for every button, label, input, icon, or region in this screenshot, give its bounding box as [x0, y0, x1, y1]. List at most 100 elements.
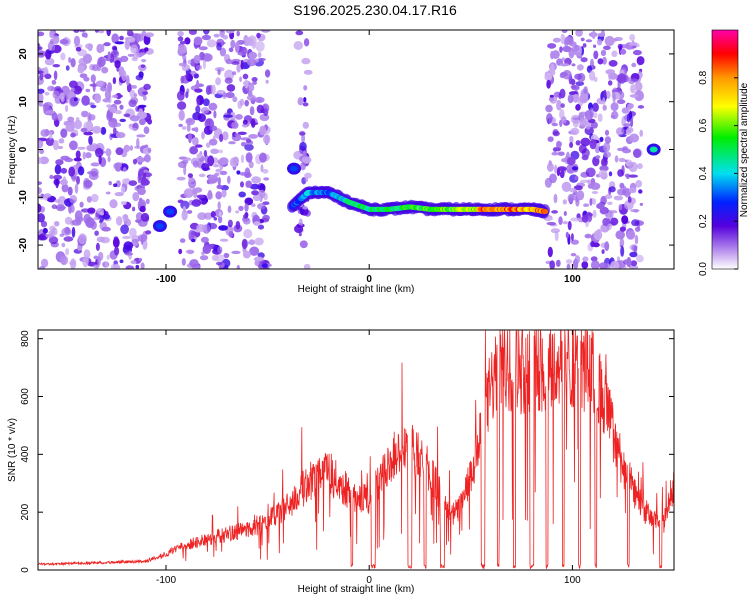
- noise-blob: [243, 229, 253, 239]
- noise-blob: [73, 35, 81, 47]
- noise-blob: [73, 119, 82, 130]
- noise-blob: [256, 104, 264, 114]
- noise-blob: [606, 90, 611, 99]
- noise-blob: [634, 234, 639, 245]
- noise-blob: [591, 30, 596, 39]
- noise-blob: [45, 233, 54, 238]
- noise-blob: [633, 148, 642, 158]
- noise-blob: [140, 179, 150, 186]
- noise-blob: [42, 102, 50, 112]
- noise-blob: [120, 55, 129, 63]
- noise-blob: [623, 123, 631, 127]
- noise-blob: [95, 80, 106, 88]
- noise-blob: [55, 159, 64, 166]
- noise-blob: [109, 199, 118, 209]
- noise-blob: [182, 126, 187, 130]
- noise-blob: [600, 223, 610, 233]
- noise-blob: [611, 50, 618, 58]
- noise-blob: [575, 81, 585, 86]
- noise-blob: [83, 76, 90, 82]
- noise-blob: [617, 43, 623, 50]
- noise-blob: [610, 217, 619, 226]
- noise-blob: [198, 173, 206, 178]
- noise-blob: [54, 164, 62, 175]
- noise-blob: [53, 70, 58, 81]
- colorbar-gradient: [711, 29, 739, 270]
- noise-blob: [555, 259, 561, 267]
- noise-blob: [559, 170, 565, 179]
- noise-blob: [189, 259, 199, 268]
- noise-blob: [219, 47, 227, 57]
- noise-blob: [202, 244, 212, 254]
- noise-blob: [628, 187, 637, 194]
- noise-blob: [219, 170, 228, 176]
- noise-blob: [76, 175, 80, 185]
- noise-blob: [201, 131, 205, 140]
- noise-blob: [70, 132, 76, 138]
- noise-blob: [584, 110, 593, 121]
- noise-blob: [215, 77, 222, 86]
- noise-blob: [639, 129, 643, 137]
- noise-blob: [257, 51, 262, 58]
- noise-blob: [262, 214, 270, 222]
- noise-blob: [185, 117, 196, 126]
- noise-blob: [254, 96, 265, 103]
- noise-blob: [249, 183, 260, 190]
- spectrogram-signal-ridge: [287, 185, 550, 219]
- noise-blob: [65, 248, 70, 256]
- noise-blob: [177, 199, 184, 204]
- noise-blob: [244, 79, 249, 89]
- noise-blob: [87, 207, 96, 214]
- noise-blob: [192, 137, 199, 146]
- noise-blob: [78, 30, 86, 33]
- noise-blob: [563, 211, 567, 216]
- noise-blob: [612, 92, 616, 103]
- noise-blob: [57, 146, 64, 149]
- noise-blob: [98, 30, 105, 34]
- spectrogram-y-axis-label: Frequency (Hz): [7, 116, 18, 185]
- noise-blob: [82, 257, 89, 268]
- noise-blob: [592, 102, 599, 113]
- noise-blob: [257, 224, 265, 230]
- noise-blob: [580, 57, 588, 63]
- noise-blob: [219, 133, 224, 143]
- noise-blob: [121, 178, 130, 185]
- noise-blob: [224, 69, 235, 81]
- noise-blob: [246, 94, 256, 101]
- noise-blob: [562, 69, 572, 80]
- noise-blob: [628, 42, 638, 46]
- noise-blob: [574, 73, 582, 80]
- noise-blob: [630, 209, 640, 213]
- noise-blob: [566, 263, 571, 269]
- noise-blob: [261, 30, 271, 33]
- noise-blob: [587, 179, 592, 185]
- noise-blob: [77, 146, 86, 150]
- noise-blob: [593, 230, 603, 241]
- noise-blob: [139, 205, 146, 213]
- noise-blob: [49, 174, 54, 180]
- noise-blob: [80, 208, 90, 213]
- noise-blob: [303, 69, 313, 75]
- noise-blob: [95, 242, 100, 251]
- noise-blob: [52, 174, 63, 180]
- noise-blob: [636, 254, 644, 263]
- noise-blob: [140, 64, 146, 68]
- noise-blob: [99, 211, 105, 216]
- noise-blob: [195, 105, 201, 114]
- noise-blob: [70, 87, 76, 92]
- noise-blob: [257, 58, 266, 61]
- noise-blob: [124, 252, 134, 256]
- noise-blob: [115, 109, 122, 115]
- noise-blob: [638, 189, 643, 194]
- noise-blob: [614, 155, 619, 163]
- noise-blob: [138, 258, 143, 262]
- noise-blob: [547, 136, 554, 142]
- noise-blob: [220, 30, 224, 33]
- noise-blob: [613, 195, 624, 201]
- noise-blob: [196, 79, 200, 90]
- noise-blob: [142, 91, 149, 95]
- noise-blob: [593, 50, 599, 60]
- noise-blob: [101, 226, 111, 232]
- noise-blob: [578, 144, 587, 154]
- noise-blob: [51, 227, 58, 236]
